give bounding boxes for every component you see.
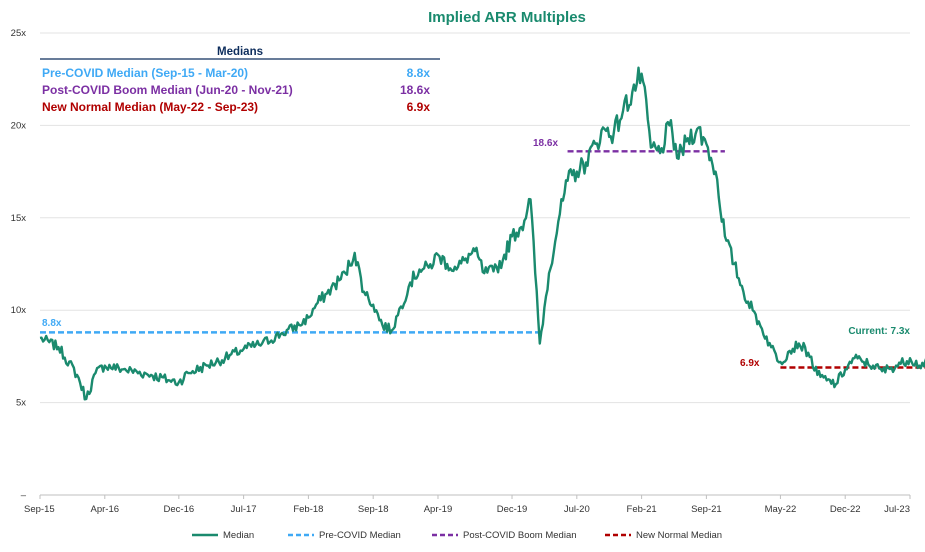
x-tick-label: Sep-15 <box>24 504 55 515</box>
legend-item-label: Pre-COVID Median <box>319 530 401 541</box>
x-tick-label: Jul-23 <box>884 504 910 515</box>
current-value-label: Current: 7.3x <box>848 326 910 337</box>
post-covid-median-label: 18.6x <box>533 138 558 149</box>
medians-table-title: Medians <box>217 46 263 58</box>
medians-row-label: New Normal Median (May-22 - Sep-23) <box>42 100 258 114</box>
x-tick-label: Dec-16 <box>164 504 195 515</box>
medians-row-value: 6.9x <box>407 100 431 114</box>
pre-covid-median-label: 8.8x <box>42 318 62 329</box>
legend-item-label: Post-COVID Boom Median <box>463 530 577 541</box>
medians-row-value: 8.8x <box>407 66 431 80</box>
medians-table: Medians Pre-COVID Median (Sep-15 - Mar-2… <box>40 46 440 114</box>
medians-row-value: 18.6x <box>400 83 430 97</box>
y-axis-ticks: – 5x 10x 15x 20x 25x <box>11 28 27 501</box>
medians-row-label: Pre-COVID Median (Sep-15 - Mar-20) <box>42 66 248 80</box>
y-tick-label: 15x <box>11 213 27 224</box>
x-tick-label: Dec-22 <box>830 504 861 515</box>
y-tick-label: 25x <box>11 28 27 39</box>
medians-row-label: Post-COVID Boom Median (Jun-20 - Nov-21) <box>42 83 293 97</box>
y-tick-label: 20x <box>11 120 27 131</box>
legend-item-label: Median <box>223 530 254 541</box>
y-tick-label: 5x <box>16 398 26 409</box>
x-tick-label: Feb-21 <box>627 504 657 515</box>
x-tick-label: Jul-20 <box>564 504 590 515</box>
x-tick-label: Dec-19 <box>497 504 528 515</box>
x-tick-label: Feb-18 <box>293 504 323 515</box>
x-tick-label: Sep-21 <box>691 504 722 515</box>
legend-item-label: New Normal Median <box>636 530 722 541</box>
x-tick-label: Sep-18 <box>358 504 389 515</box>
x-axis-ticks: Sep-15 Apr-16 Dec-16 Jul-17 Feb-18 Sep-18 Apr-… <box>24 495 911 515</box>
x-tick-label: May-22 <box>765 504 797 515</box>
x-tick-label: Apr-16 <box>91 504 120 515</box>
x-tick-label: Jul-17 <box>231 504 257 515</box>
median-series-line <box>39 66 925 401</box>
median-lines <box>40 150 925 369</box>
gridlines <box>40 32 910 404</box>
x-tick-label: Apr-19 <box>424 504 453 515</box>
y-tick-label: – <box>21 490 27 501</box>
y-tick-label: 10x <box>11 305 27 316</box>
new-normal-median-label: 6.9x <box>740 358 760 369</box>
legend: Median Pre-COVID Median Post-COVID Boom Me… <box>192 530 722 541</box>
chart-title: Implied ARR Multiples <box>428 9 586 26</box>
